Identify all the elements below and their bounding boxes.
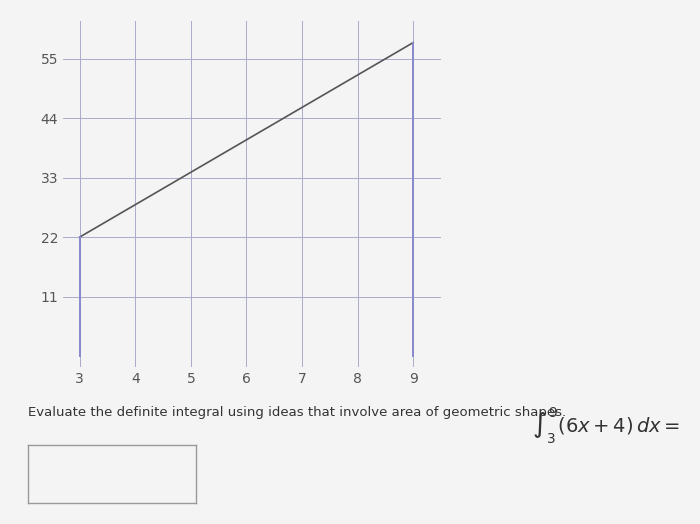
Text: $\int_{3}^{9}(6x+4)\,dx =$: $\int_{3}^{9}(6x+4)\,dx =$ [532, 406, 680, 446]
Text: Evaluate the definite integral using ideas that involve area of geometric shapes: Evaluate the definite integral using ide… [28, 406, 566, 419]
